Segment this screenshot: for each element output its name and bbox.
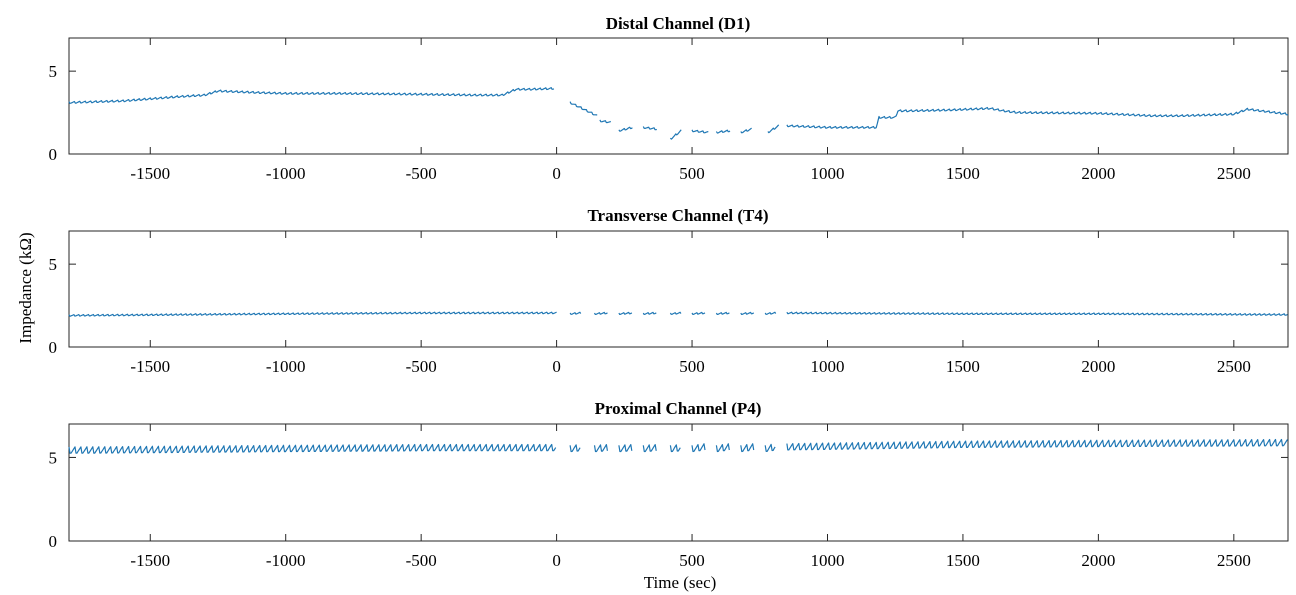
- trace-segment-transverse: [764, 311, 777, 315]
- x-axis-label: Time (sec): [644, 573, 717, 592]
- trace-segment-proximal: [740, 443, 755, 453]
- x-tick-label-transverse: 1500: [946, 357, 980, 376]
- trace-transverse: [68, 311, 1288, 317]
- plot-frame-proximal: [68, 423, 1289, 542]
- x-tick-label-proximal: -500: [406, 551, 437, 570]
- x-tick-label-distal: 1000: [810, 164, 844, 183]
- trace-segment-transverse: [569, 311, 582, 315]
- ticks-distal: -1500 -1000 -500 0 500 1000 1500 2000 2500 0 5: [49, 38, 1288, 183]
- panel-title-distal: Distal Channel (D1): [606, 14, 751, 33]
- x-tick-label-proximal: 0: [552, 551, 561, 570]
- x-tick-label-proximal: 2500: [1217, 551, 1251, 570]
- trace-segment-proximal: [642, 444, 657, 453]
- trace-segment-distal: [767, 124, 780, 134]
- trace-segment-transverse: [618, 311, 633, 315]
- x-tick-label-transverse: 1000: [810, 357, 844, 376]
- panel-title-proximal: Proximal Channel (P4): [595, 399, 762, 418]
- trace-segment-transverse: [786, 311, 1288, 316]
- y-axis-label: Impedance (kΩ): [16, 232, 35, 343]
- trace-segment-distal: [786, 106, 1289, 129]
- trace-segment-distal: [669, 129, 682, 140]
- trace-segment-proximal: [68, 443, 557, 454]
- trace-segment-proximal: [569, 444, 581, 453]
- trace-segment-proximal: [691, 443, 706, 453]
- y-tick-label-distal: 0: [49, 145, 58, 164]
- trace-segment-distal: [599, 119, 611, 124]
- trace-segment-transverse: [740, 311, 755, 315]
- trace-segment-transverse: [68, 311, 557, 317]
- trace-segment-distal: [68, 86, 555, 104]
- panel-proximal: Proximal Channel (P4) -1500 -1000 -500 0 500…: [49, 399, 1289, 570]
- ticks-proximal: -1500 -1000 -500 0 500 1000 1500 2000 2500 0 5: [49, 424, 1288, 570]
- x-tick-label-distal: -1000: [266, 164, 306, 183]
- trace-distal: [68, 86, 1289, 140]
- x-tick-label-distal: 2500: [1217, 164, 1251, 183]
- x-tick-label-distal: -500: [406, 164, 437, 183]
- y-tick-label-transverse: 5: [49, 255, 58, 274]
- x-tick-label-transverse: -1000: [266, 357, 306, 376]
- y-tick-label-transverse: 0: [49, 338, 58, 357]
- trace-segment-distal: [740, 127, 752, 134]
- x-tick-label-proximal: 2000: [1081, 551, 1115, 570]
- trace-segment-distal: [715, 129, 731, 134]
- x-tick-label-transverse: 2000: [1081, 357, 1115, 376]
- trace-segment-transverse: [691, 311, 706, 315]
- x-tick-label-distal: 1500: [946, 164, 980, 183]
- trace-segment-distal: [642, 126, 657, 131]
- x-tick-label-transverse: 0: [552, 357, 561, 376]
- panel-distal: Distal Channel (D1) -1500 -1000 -500 0 500 10…: [49, 14, 1289, 183]
- x-tick-label-proximal: 500: [679, 551, 705, 570]
- x-tick-label-distal: 2000: [1081, 164, 1115, 183]
- trace-segment-proximal: [786, 438, 1288, 451]
- trace-segment-proximal: [715, 443, 730, 453]
- plot-frame-transverse: [68, 230, 1289, 348]
- y-tick-label-proximal: 0: [49, 532, 58, 551]
- trace-segment-transverse: [593, 311, 608, 315]
- x-tick-label-distal: -1500: [130, 164, 170, 183]
- x-tick-label-transverse: 500: [679, 357, 705, 376]
- x-tick-label-proximal: -1500: [130, 551, 170, 570]
- y-tick-label-distal: 5: [49, 62, 58, 81]
- panel-title-transverse: Transverse Channel (T4): [587, 206, 768, 225]
- plot-frame-distal: [68, 37, 1289, 155]
- x-tick-label-transverse: -500: [406, 357, 437, 376]
- trace-segment-proximal: [618, 444, 633, 453]
- trace-segment-proximal: [764, 443, 776, 452]
- x-tick-label-proximal: 1000: [810, 551, 844, 570]
- trace-segment-distal: [691, 129, 709, 134]
- panel-transverse: Transverse Channel (T4) -1500 -1000 -500 0 5…: [49, 206, 1289, 376]
- x-tick-label-transverse: -1500: [130, 357, 170, 376]
- x-tick-label-transverse: 2500: [1217, 357, 1251, 376]
- trace-segment-proximal: [669, 444, 681, 453]
- trace-segment-proximal: [593, 444, 608, 453]
- ticks-transverse: -1500 -1000 -500 0 500 1000 1500 2000 2500 0 5: [49, 231, 1288, 376]
- x-tick-label-distal: 500: [679, 164, 705, 183]
- trace-segment-transverse: [669, 311, 682, 315]
- x-tick-label-proximal: -1000: [266, 551, 306, 570]
- x-tick-label-distal: 0: [552, 164, 561, 183]
- trace-segment-distal: [618, 126, 633, 132]
- trace-segment-transverse: [715, 311, 730, 315]
- x-tick-label-proximal: 1500: [946, 551, 980, 570]
- trace-proximal: [68, 438, 1288, 454]
- trace-segment-distal: [569, 101, 598, 116]
- trace-segment-transverse: [642, 311, 657, 315]
- y-tick-label-proximal: 5: [49, 448, 58, 467]
